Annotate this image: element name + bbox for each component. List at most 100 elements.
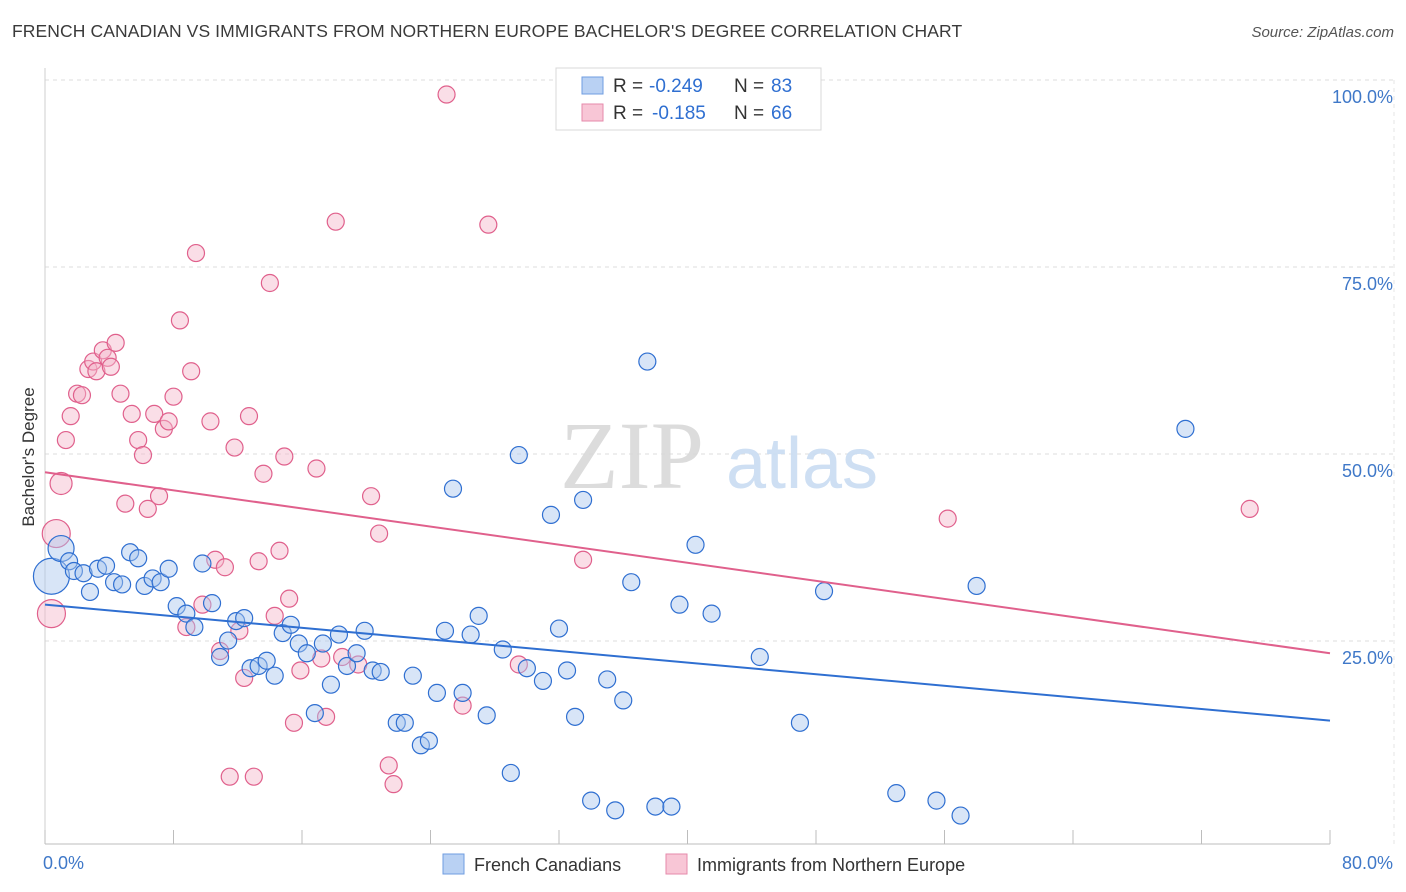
immigrants-point-56 (370, 524, 389, 543)
y-tick-label-1: 50.0% (1342, 461, 1393, 481)
trend-line-1 (44, 471, 1331, 655)
immigrants-point-21 (149, 487, 169, 506)
bottom-legend: French Canadians Immigrants from Norther… (442, 853, 965, 875)
immigrants-point-33 (215, 558, 234, 577)
french-canadians-point-63 (573, 490, 593, 510)
french-canadians-point-22 (219, 631, 238, 650)
french-canadians-point-9 (112, 575, 132, 594)
immigrants-point-38 (239, 407, 259, 426)
french-canadians-point-70 (646, 797, 665, 816)
y-tick-label-3: 100.0% (1332, 87, 1393, 107)
tick-labels: 25.0% 50.0% 75.0% 100.0% 0.0% 80.0% (43, 87, 1393, 873)
legend-swatch-pink (581, 103, 604, 122)
immigrants-point-61 (479, 215, 498, 234)
french-canadians-point-67 (614, 691, 633, 710)
french-canadians-point-37 (337, 656, 357, 676)
french-canadians-point-52 (469, 606, 488, 625)
immigrants-point-6 (72, 386, 92, 405)
legend-n-value-1: 83 (771, 76, 792, 97)
immigrants-point-20 (145, 404, 164, 423)
immigrants-point-14 (111, 384, 130, 403)
french-canadians-point-19 (193, 554, 212, 573)
immigrants-point-47 (284, 713, 304, 732)
immigrants-point-15 (116, 494, 135, 513)
french-canadians-point-28 (265, 666, 284, 685)
french-canadians-point-75 (750, 647, 769, 667)
immigrants-point-24 (164, 387, 183, 406)
french-canadians-point-64 (582, 791, 601, 810)
french-canadians-point-5 (80, 582, 100, 602)
french-canadians-point-46 (419, 731, 438, 750)
immigrants-point-28 (186, 243, 206, 263)
french-canadians-point-69 (638, 352, 657, 371)
immigrants-point-9 (87, 362, 106, 381)
bottom-legend-swatch-pink (665, 853, 688, 875)
immigrants-point-40 (249, 552, 268, 571)
immigrants-point-1 (41, 518, 71, 549)
legend-n-value-2: 66 (771, 103, 792, 124)
immigrants-point-29 (193, 595, 212, 614)
french-canadians-point-41 (371, 662, 390, 682)
immigrants-point-58 (384, 775, 403, 794)
french-canadians-point-16 (167, 597, 186, 616)
french-canadians-point-73 (686, 535, 705, 554)
french-canadians-point-58 (533, 671, 553, 691)
french-canadians-point-66 (606, 801, 625, 820)
immigrants-point-3 (56, 430, 75, 450)
x-tick-label-0: 0.0% (43, 853, 84, 873)
french-canadians-point-15 (159, 559, 178, 578)
french-canadians-point-57 (517, 659, 536, 678)
french-canadians-point-4 (74, 564, 93, 583)
french-canadians-point-43 (395, 713, 414, 732)
immigrants-point-45 (275, 447, 294, 466)
legend-r-value-1: -0.249 (649, 76, 703, 97)
trend-line-0 (44, 603, 1331, 722)
immigrants-point-2 (49, 471, 73, 496)
french-canadians-point-36 (329, 625, 349, 644)
french-canadians-point-27 (257, 651, 276, 670)
immigrants-point-34 (220, 767, 239, 786)
immigrants-point-37 (235, 668, 254, 688)
immigrants-point-30 (201, 412, 220, 431)
french-canadians-point-50 (453, 683, 472, 703)
immigrants-point-23 (159, 412, 178, 431)
immigrants-point-16 (122, 404, 141, 423)
legend-n-label-2: N = (734, 103, 764, 124)
immigrants-point-39 (244, 767, 263, 786)
gridlines (45, 79, 1395, 844)
french-canadians-point-34 (313, 634, 332, 653)
immigrants-point-4 (61, 407, 80, 426)
immigrants-point-53 (333, 647, 352, 667)
french-canadians-point-76 (790, 713, 810, 732)
axes (44, 68, 1331, 845)
french-canadians-point-44 (403, 666, 422, 685)
immigrants-point-42 (260, 273, 279, 293)
french-canadians-point-54 (493, 640, 512, 659)
immigrants-point-55 (361, 487, 381, 506)
french-canadians-point-48 (435, 621, 455, 640)
legend-r-label-2: R = (613, 103, 643, 124)
immigrants-point-18 (133, 445, 153, 465)
french-canadians-point-2 (59, 552, 79, 571)
immigrants-point-27 (182, 362, 201, 381)
series-french-canadians (32, 352, 1195, 825)
immigrants-point-65 (1240, 499, 1259, 518)
french-canadians-point-81 (967, 576, 986, 596)
immigrants-point-19 (138, 499, 157, 518)
bottom-legend-swatch-blue (442, 853, 465, 875)
legend-box: R = -0.249 N = 83 R = -0.185 N = 66 (555, 67, 822, 131)
immigrants-point-44 (270, 541, 289, 560)
immigrants-point-35 (225, 438, 244, 457)
series-immigrants-northern-europe (36, 85, 1259, 794)
french-canadians-point-72 (670, 595, 689, 614)
immigrants-point-0 (36, 599, 67, 629)
french-canadians-point-82 (1176, 419, 1195, 438)
french-canadians-point-60 (549, 619, 569, 638)
french-canadians-point-59 (541, 505, 561, 524)
french-canadians-point-47 (427, 683, 447, 703)
y-axis-label: Bachelor's Degree (19, 387, 38, 526)
french-canadians-point-62 (565, 707, 585, 726)
immigrants-point-51 (316, 707, 336, 726)
legend-r-value-2: -0.185 (652, 103, 706, 124)
